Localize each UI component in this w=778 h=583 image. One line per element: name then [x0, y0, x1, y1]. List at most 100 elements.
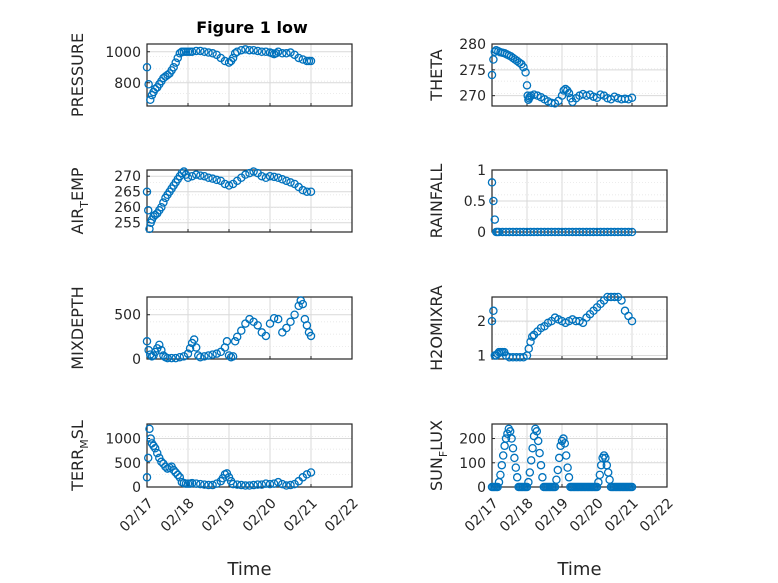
y-tick-label: 200 — [459, 432, 486, 448]
data-point — [306, 56, 316, 66]
data-point — [204, 48, 213, 57]
y-tick-label: 270 — [459, 89, 486, 105]
data-point — [245, 45, 254, 55]
data-point — [282, 49, 291, 58]
data-point — [627, 316, 637, 326]
data-point — [200, 480, 209, 489]
data-point — [624, 227, 633, 237]
data-point — [265, 479, 275, 489]
y-axis-label-main: AIR — [68, 208, 87, 235]
y-axis-label-subscript: F — [437, 451, 450, 457]
axes-background — [147, 297, 352, 359]
subplot-5: 0 500 MIXDEPTH — [68, 286, 353, 370]
y-tick-label: 500 — [114, 308, 141, 324]
data-point — [535, 448, 544, 458]
data-point — [142, 337, 152, 346]
data-point — [526, 337, 535, 347]
data-point — [552, 475, 561, 484]
data-point — [157, 345, 166, 355]
subplot-4: 0 0.5 1 RAINFALL — [427, 163, 668, 241]
data-point — [149, 441, 158, 451]
data-point — [212, 349, 221, 358]
data-point — [241, 481, 250, 490]
data-point — [175, 473, 185, 482]
y-axis-label-main: THETA — [427, 49, 446, 101]
data-point — [265, 171, 275, 181]
data-point — [524, 477, 533, 487]
data-point — [302, 187, 312, 196]
y-axis-label: TERRMSL — [68, 420, 91, 492]
data-point — [249, 167, 258, 176]
x-tick-label: 02/21 — [281, 495, 321, 535]
data-point — [257, 171, 267, 181]
data-point — [173, 470, 182, 480]
data-point — [145, 424, 154, 434]
data-point — [306, 331, 316, 341]
x-tick-label: 02/22 — [637, 495, 677, 535]
data-point — [171, 353, 180, 363]
y-axis-label-rest: SL — [68, 420, 87, 439]
y-tick-label: 255 — [114, 216, 141, 232]
data-point — [487, 178, 497, 187]
data-point — [273, 173, 283, 182]
data-point — [528, 443, 537, 453]
data-point — [146, 95, 155, 105]
data-point — [489, 306, 498, 316]
data-point — [627, 93, 637, 102]
data-point — [212, 175, 221, 185]
data-point — [143, 206, 153, 215]
data-point — [208, 49, 217, 58]
x-tick-label: 02/17 — [462, 495, 502, 535]
data-point — [187, 478, 197, 488]
axes-box — [491, 296, 668, 360]
data-point — [294, 53, 303, 63]
data-point — [522, 482, 532, 492]
y-tick-label: 280 — [459, 37, 486, 53]
data-point — [273, 314, 283, 324]
data-point — [222, 337, 232, 346]
y-tick-label: 0.5 — [464, 194, 486, 210]
data-point — [183, 173, 193, 182]
data-point — [564, 88, 574, 98]
data-point — [220, 179, 230, 189]
subplot-7: 0 500 1000 02/17 02/18 02/19 02/20 02/21 02/22 Ti… — [68, 420, 362, 580]
data-point — [189, 335, 199, 344]
data-point — [286, 48, 295, 57]
data-point — [142, 63, 152, 72]
data-point — [253, 321, 262, 330]
data-point — [261, 173, 271, 182]
y-axis-label-main: PRESSURE — [68, 33, 87, 117]
data-point — [237, 45, 246, 55]
y-tick-label: 800 — [114, 76, 141, 92]
data-point — [563, 463, 572, 472]
data-point — [144, 80, 153, 89]
data-point — [196, 352, 205, 362]
x-tick-label: 02/22 — [322, 495, 362, 535]
data-point — [245, 168, 254, 178]
data-point — [290, 310, 299, 319]
data-point — [515, 58, 524, 67]
data-point — [191, 343, 201, 352]
data-point — [152, 448, 162, 458]
data-point — [282, 176, 291, 186]
data-point — [521, 68, 530, 77]
data-point — [493, 482, 502, 492]
data-point — [261, 47, 271, 57]
y-axis-label-rest: EMP — [68, 167, 87, 201]
data-point — [617, 296, 626, 305]
data-point — [503, 429, 512, 438]
data-point — [155, 340, 164, 350]
y-tick-label: 265 — [114, 185, 141, 201]
subplot-2: 270 275 280 THETA — [427, 37, 668, 108]
data-point — [167, 353, 176, 363]
data-point — [228, 479, 238, 489]
data-point — [191, 170, 201, 179]
data-point — [559, 86, 569, 95]
data-point — [529, 90, 539, 99]
data-point — [556, 441, 565, 451]
x-tick-label: 02/18 — [158, 495, 198, 535]
axes-background — [492, 297, 667, 359]
data-point — [533, 436, 543, 446]
data-point — [191, 46, 201, 56]
